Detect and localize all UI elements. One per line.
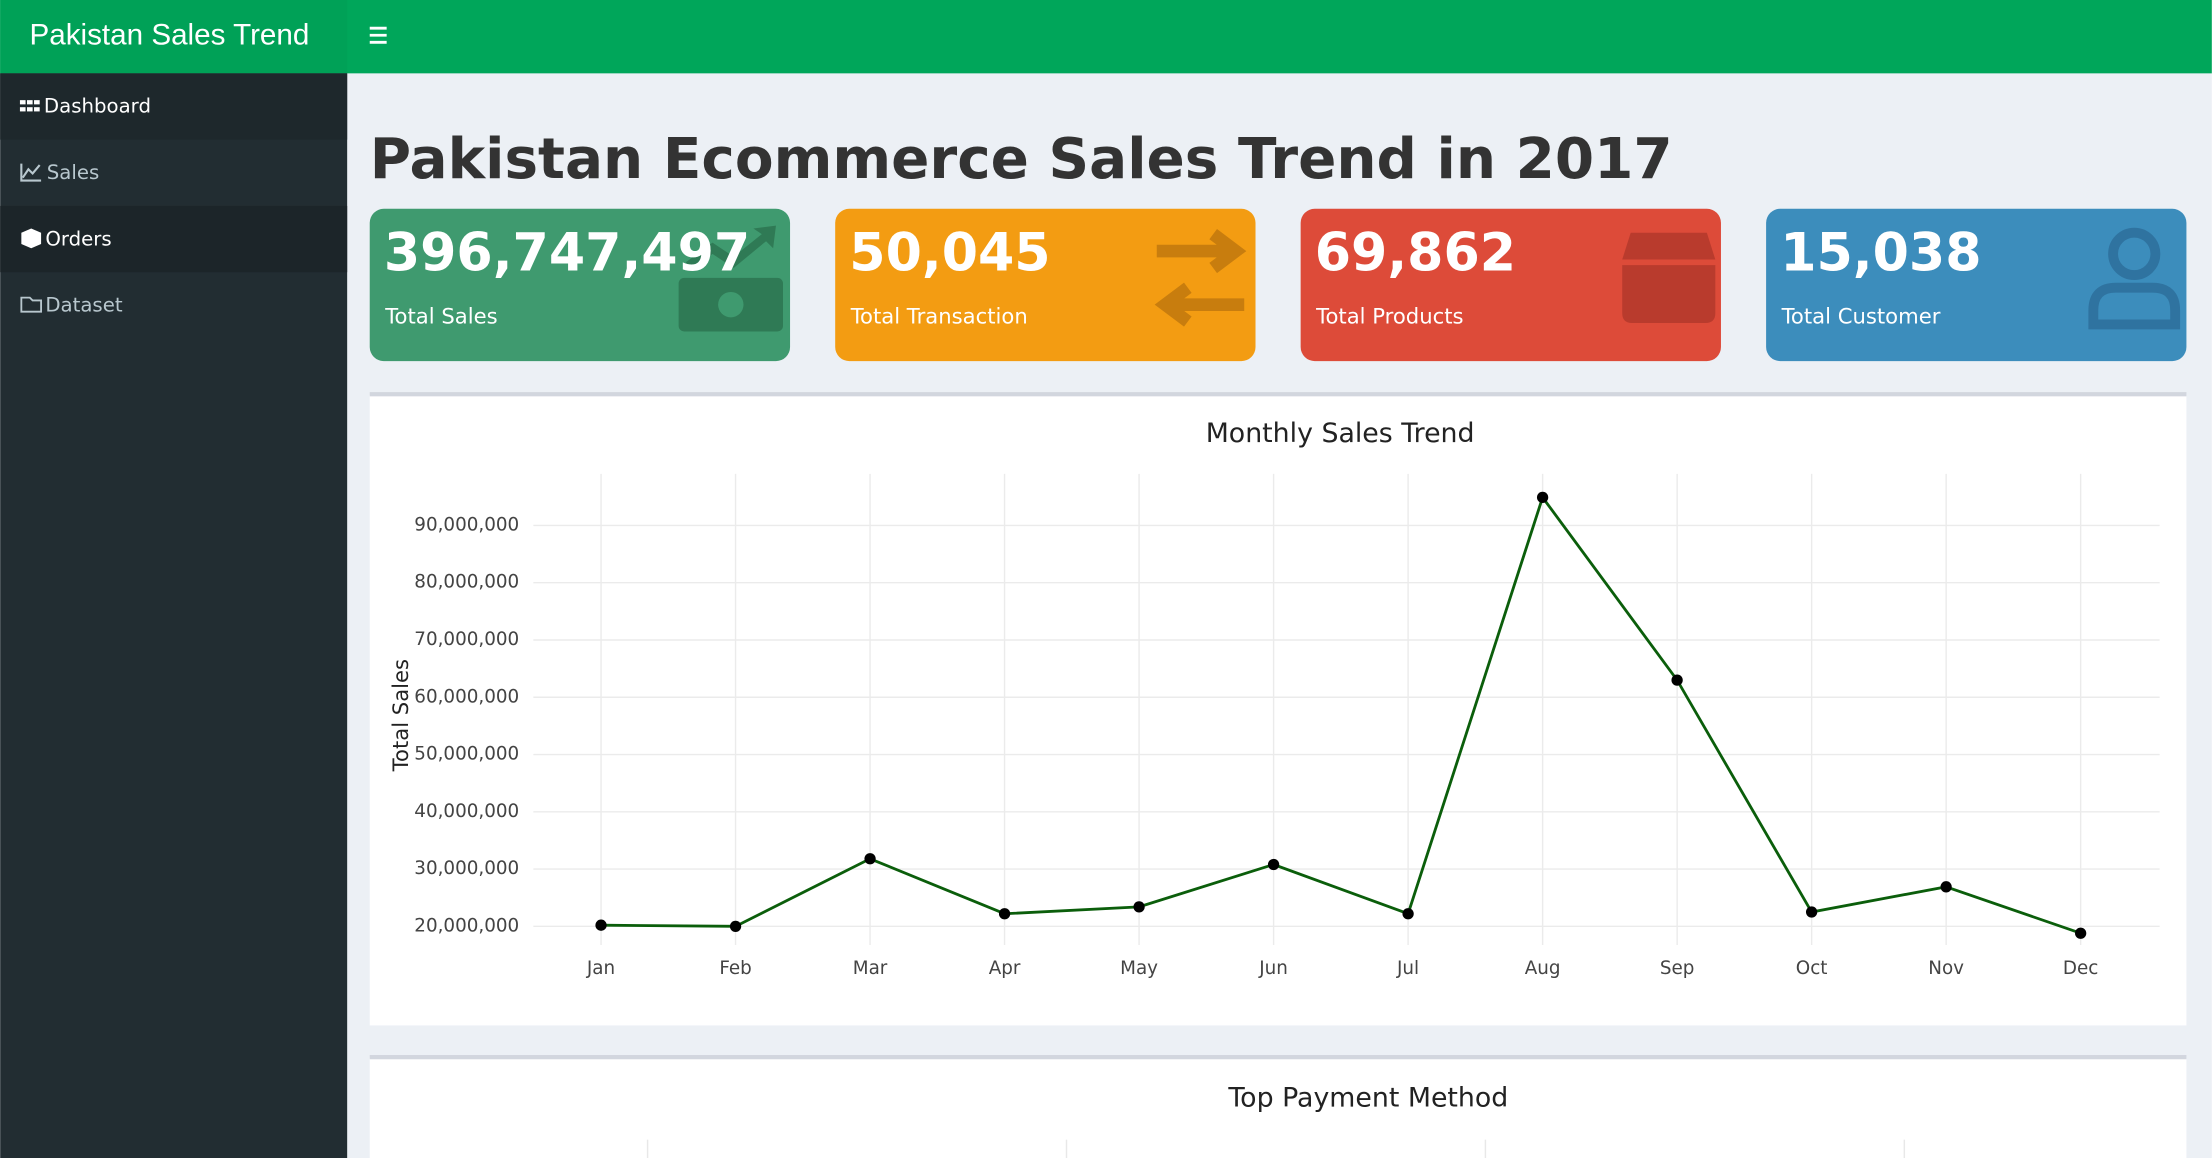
navbar (0, 0, 2212, 74)
x-tick-label: May (1120, 958, 1158, 979)
y-tick-label: 70,000,000 (414, 629, 519, 650)
point (998, 908, 1011, 920)
active-item-bg (0, 73, 348, 140)
point (1133, 901, 1145, 913)
point (864, 853, 876, 865)
box-icon (1622, 232, 1716, 323)
x-tick-label: Nov (1928, 958, 1964, 979)
chart-panel (369, 1057, 2187, 1158)
sales-icon (20, 163, 42, 182)
y-tick-label: 50,000,000 (414, 744, 519, 765)
card-value: 69,862 (1315, 224, 1516, 284)
card-label: Total Products (1315, 303, 1463, 328)
nav-item[interactable]: Sales (47, 161, 100, 184)
card-label: Total Customer (1781, 303, 1941, 328)
line (601, 494, 2082, 935)
dashboard-icon (19, 100, 40, 112)
point (595, 919, 607, 931)
x-tick-label: Feb (719, 958, 751, 979)
panel-border (369, 392, 2187, 397)
point (729, 920, 742, 932)
card (1766, 208, 2187, 362)
x-tick-label: Jun (1258, 958, 1288, 979)
card-value: 15,038 (1780, 224, 1981, 284)
card-label: Total Sales (384, 303, 497, 328)
y-tick-label: 20,000,000 (414, 915, 519, 936)
point (1805, 906, 1818, 918)
card-value: 50,045 (849, 224, 1050, 284)
chart-title: Top Payment Method (1227, 1082, 1508, 1113)
chart-title: Monthly Sales Trend (1206, 418, 1475, 449)
brand[interactable]: Pakistan Sales Trend (30, 19, 310, 52)
plot: Jan Feb Mar Apr May Jun Jul Aug Sep Oct Nov Dec 20,0… (414, 473, 2160, 979)
y-tick-label: 90,000,000 (414, 514, 519, 535)
nav-item[interactable]: Orders (45, 227, 111, 250)
y-tick-label: 30,000,000 (414, 858, 519, 879)
panel-border (369, 1055, 2187, 1060)
x-tick-label: Oct (1796, 958, 1828, 979)
grid-lines (646, 1139, 1906, 1158)
user-icon (2088, 227, 2181, 330)
card (835, 208, 1256, 362)
dataset-icon (20, 296, 43, 313)
orders-icon (21, 228, 42, 249)
point (1402, 908, 1414, 920)
nav-item[interactable]: Dataset (45, 294, 123, 317)
card-value: 396,747,497 (384, 224, 750, 284)
point (1267, 858, 1280, 871)
card (1300, 208, 1721, 362)
chart-panel (369, 394, 2187, 1026)
page-title: Pakistan Ecommerce Sales Trend in 2017 (370, 127, 1673, 192)
x-tick-label: Sep (1660, 958, 1695, 979)
hover-item-bg (0, 205, 348, 273)
y-tick-label: 40,000,000 (414, 801, 519, 822)
point (1536, 491, 1549, 504)
x-tick-label: Jan (586, 958, 615, 979)
point (1940, 881, 1952, 893)
menu-toggle[interactable] (369, 26, 387, 44)
x-tick-label: Jul (1396, 958, 1419, 979)
brand-area (0, 0, 348, 74)
nav-item[interactable]: Dashboard (44, 95, 151, 118)
y-tick-label: 80,000,000 (414, 572, 519, 593)
x-tick-label: Aug (1525, 958, 1561, 979)
card-label: Total Transaction (850, 303, 1028, 328)
point (1671, 674, 1683, 686)
transfer-icon (1154, 229, 1247, 327)
point (2074, 927, 2087, 939)
x-tick-label: Apr (989, 958, 1021, 979)
y-axis-title: Total Sales (388, 659, 413, 772)
x-tick-label: Mar (853, 958, 888, 979)
money-icon-dot (718, 291, 744, 318)
y-tick-label: 60,000,000 (414, 686, 519, 707)
x-tick-label: Dec (2063, 958, 2098, 979)
